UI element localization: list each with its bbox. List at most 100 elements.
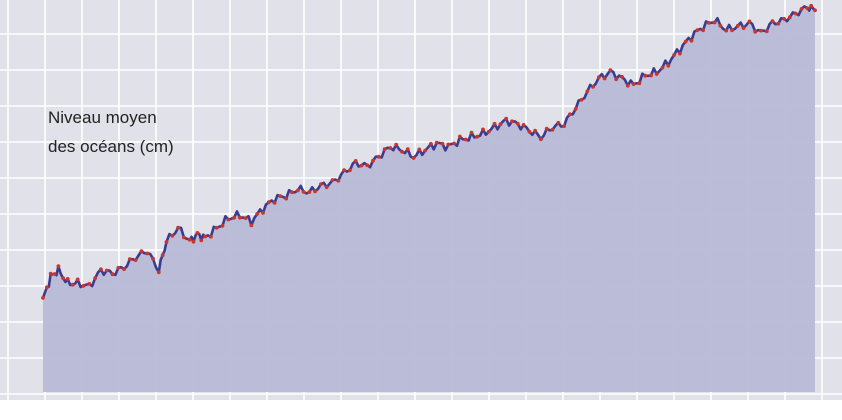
data-point <box>405 147 410 152</box>
data-point <box>394 142 399 147</box>
data-point <box>330 178 335 182</box>
data-point <box>203 234 208 239</box>
data-point <box>434 140 439 145</box>
data-point <box>602 76 607 81</box>
data-point <box>156 270 161 275</box>
data-point <box>591 85 595 89</box>
data-point <box>458 134 462 139</box>
data-point <box>469 130 474 135</box>
data-point <box>170 233 175 238</box>
data-point <box>295 188 300 193</box>
data-point <box>429 141 433 146</box>
data-point <box>498 122 503 127</box>
data-point <box>52 272 57 276</box>
data-point <box>573 107 578 111</box>
data-point <box>475 134 480 139</box>
data-point <box>307 190 312 195</box>
data-point <box>620 74 624 79</box>
data-point <box>764 29 769 34</box>
data-point <box>539 137 543 142</box>
data-point <box>556 120 561 125</box>
data-point <box>75 277 80 282</box>
data-point <box>336 178 341 183</box>
data-point <box>359 163 364 168</box>
data-point <box>492 121 497 126</box>
data-point <box>116 265 121 270</box>
data-point <box>776 21 781 26</box>
data-point <box>61 276 65 280</box>
data-point <box>666 63 671 68</box>
data-point <box>243 216 248 221</box>
data-point <box>486 129 491 134</box>
data-point <box>41 296 45 300</box>
data-point <box>568 112 572 117</box>
data-point <box>70 282 75 287</box>
data-point <box>521 123 526 127</box>
data-point <box>104 268 109 273</box>
data-point <box>353 159 358 163</box>
data-point <box>195 231 200 235</box>
data-point <box>735 23 740 28</box>
data-point <box>365 163 370 168</box>
data-point <box>139 249 144 254</box>
data-point <box>730 28 734 33</box>
series-markers <box>41 3 817 300</box>
data-point <box>741 26 746 30</box>
data-point <box>48 271 53 276</box>
data-point <box>585 89 590 94</box>
data-point <box>809 3 813 8</box>
data-point <box>348 168 352 173</box>
data-point <box>313 189 317 194</box>
data-point <box>510 119 514 124</box>
data-point <box>133 258 138 262</box>
data-point <box>388 146 393 150</box>
data-point <box>382 147 387 152</box>
data-point <box>579 97 584 102</box>
data-point <box>110 272 115 277</box>
data-point <box>724 28 729 33</box>
data-point <box>782 16 786 21</box>
data-point <box>187 237 192 242</box>
data-point <box>284 196 289 201</box>
data-point <box>747 19 752 24</box>
data-point <box>753 29 758 34</box>
data-point <box>199 238 204 243</box>
data-point <box>81 283 86 288</box>
data-point <box>176 225 181 230</box>
data-point <box>788 15 792 20</box>
data-point <box>376 154 381 159</box>
data-point <box>550 127 555 132</box>
data-point <box>56 264 61 269</box>
data-point <box>122 267 126 271</box>
data-point <box>278 194 283 199</box>
data-point <box>342 168 346 173</box>
data-point <box>209 234 213 239</box>
data-point <box>643 73 648 78</box>
data-point <box>440 141 445 146</box>
data-point <box>145 251 150 256</box>
data-point <box>463 137 468 142</box>
data-point <box>813 8 817 13</box>
data-point <box>232 215 237 220</box>
data-point <box>272 201 277 205</box>
data-point <box>164 240 169 244</box>
data-point <box>660 65 665 70</box>
data-point <box>504 116 509 121</box>
data-point <box>255 212 260 216</box>
data-point <box>151 256 155 261</box>
data-point <box>446 142 451 147</box>
data-point <box>261 211 265 215</box>
data-point <box>625 83 630 88</box>
data-point <box>319 182 323 187</box>
data-point <box>452 141 456 146</box>
data-point <box>533 128 537 133</box>
data-point <box>87 282 92 286</box>
data-point <box>417 147 422 152</box>
data-point <box>608 68 613 73</box>
data-point <box>689 38 694 43</box>
data-point <box>301 190 306 194</box>
data-point <box>45 285 49 290</box>
data-point <box>220 223 225 228</box>
